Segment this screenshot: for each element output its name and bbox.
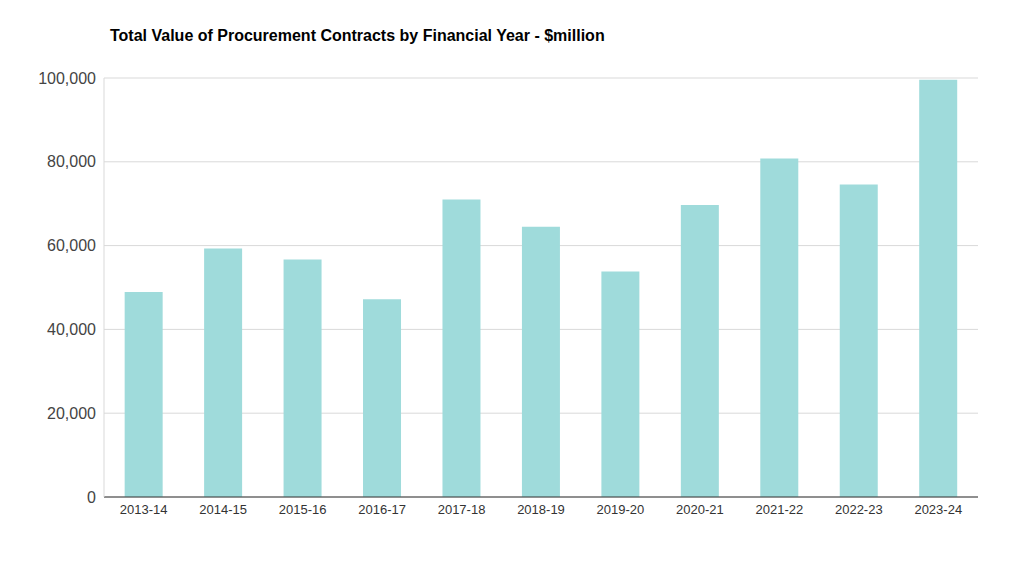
svg-text:80,000: 80,000 bbox=[47, 153, 96, 170]
svg-text:2017-18: 2017-18 bbox=[438, 502, 486, 517]
svg-text:2013-14: 2013-14 bbox=[120, 502, 168, 517]
svg-text:2014-15: 2014-15 bbox=[199, 502, 247, 517]
svg-text:2020-21: 2020-21 bbox=[676, 502, 724, 517]
svg-text:2021-22: 2021-22 bbox=[756, 502, 804, 517]
svg-text:60,000: 60,000 bbox=[47, 237, 96, 254]
svg-text:2019-20: 2019-20 bbox=[597, 502, 645, 517]
html-text:Total Value of Procurement Con: Total Value of Procurement Contracts by … bbox=[110, 27, 605, 44]
svg-text:20,000: 20,000 bbox=[47, 405, 96, 422]
svg-text:2015-16: 2015-16 bbox=[279, 502, 327, 517]
svg-text:100,000: 100,000 bbox=[38, 70, 96, 87]
svg-text:2018-19: 2018-19 bbox=[517, 502, 565, 517]
svg-text:40,000: 40,000 bbox=[47, 321, 96, 338]
svg-text:2022-23: 2022-23 bbox=[835, 502, 883, 517]
svg-text:0: 0 bbox=[87, 489, 96, 506]
svg-text:2023-24: 2023-24 bbox=[914, 502, 962, 517]
svg-text:2016-17: 2016-17 bbox=[358, 502, 406, 517]
